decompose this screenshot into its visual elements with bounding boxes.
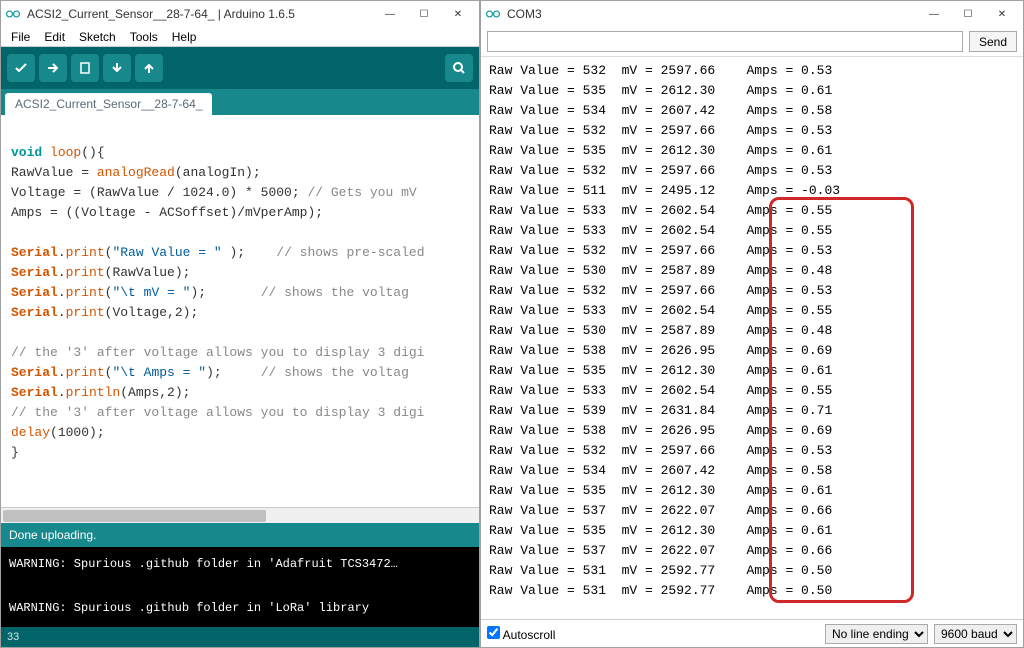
menubar: FileEditSketchToolsHelp [1,27,479,47]
menu-tools[interactable]: Tools [124,28,164,46]
serial-line: Raw Value = 535 mV = 2612.30 Amps = 0.61 [489,141,1015,161]
code-line: delay(1000); [11,423,469,443]
code-editor[interactable]: void loop(){RawValue = analogRead(analog… [1,115,479,507]
minimize-button[interactable]: — [917,3,951,25]
status-text: Done uploading. [9,528,96,542]
serial-line: Raw Value = 539 mV = 2631.84 Amps = 0.71 [489,401,1015,421]
code-line [11,123,469,143]
serial-line: Raw Value = 532 mV = 2597.66 Amps = 0.53 [489,61,1015,81]
code-line: RawValue = analogRead(analogIn); [11,163,469,183]
code-line: Serial.println(Amps,2); [11,383,469,403]
serial-line: Raw Value = 532 mV = 2597.66 Amps = 0.53 [489,241,1015,261]
serial-line: Raw Value = 533 mV = 2602.54 Amps = 0.55 [489,221,1015,241]
status-bar: Done uploading. [1,523,479,547]
code-line: } [11,443,469,463]
footer-bar: 33 [1,627,479,647]
serial-line: Raw Value = 533 mV = 2602.54 Amps = 0.55 [489,301,1015,321]
serial-line: Raw Value = 537 mV = 2622.07 Amps = 0.66 [489,541,1015,561]
serial-input-row: Send [481,27,1023,57]
save-button[interactable] [135,54,163,82]
serial-line: Raw Value = 511 mV = 2495.12 Amps = -0.0… [489,181,1015,201]
serial-line: Raw Value = 533 mV = 2602.54 Amps = 0.55 [489,201,1015,221]
new-button[interactable] [71,54,99,82]
serial-line: Raw Value = 538 mV = 2626.95 Amps = 0.69 [489,421,1015,441]
autoscroll-checkbox[interactable]: Autoscroll [487,626,555,642]
console-line [9,575,471,597]
code-line: // the '3' after voltage allows you to d… [11,403,469,423]
serial-line: Raw Value = 531 mV = 2592.77 Amps = 0.50 [489,561,1015,581]
code-line: // the '3' after voltage allows you to d… [11,343,469,363]
line-number: 33 [7,631,19,643]
tab-sketch[interactable]: ACSI2_Current_Sensor__28-7-64_ [5,93,212,115]
open-button[interactable] [103,54,131,82]
serial-monitor-window: COM3 — ☐ ✕ Send Raw Value = 532 mV = 259… [480,0,1024,648]
close-button[interactable]: ✕ [441,3,475,25]
serial-line: Raw Value = 535 mV = 2612.30 Amps = 0.61 [489,361,1015,381]
arduino-icon [485,6,501,22]
serial-line: Raw Value = 537 mV = 2622.07 Amps = 0.66 [489,501,1015,521]
close-button[interactable]: ✕ [985,3,1019,25]
arduino-icon [5,6,21,22]
ide-title: ACSI2_Current_Sensor__28-7-64_ | Arduino… [27,7,373,21]
menu-file[interactable]: File [5,28,36,46]
serial-line: Raw Value = 535 mV = 2612.30 Amps = 0.61 [489,81,1015,101]
tab-row: ACSI2_Current_Sensor__28-7-64_ [1,89,479,115]
serial-line: Raw Value = 533 mV = 2602.54 Amps = 0.55 [489,381,1015,401]
serial-bottom-row: Autoscroll No line ending 9600 baud [481,619,1023,647]
minimize-button[interactable]: — [373,3,407,25]
serial-line: Raw Value = 532 mV = 2597.66 Amps = 0.53 [489,441,1015,461]
arduino-ide-window: ACSI2_Current_Sensor__28-7-64_ | Arduino… [0,0,480,648]
code-line: Serial.print("\t mV = "); // shows the v… [11,283,469,303]
code-line [11,323,469,343]
serial-line: Raw Value = 532 mV = 2597.66 Amps = 0.53 [489,121,1015,141]
code-line: Voltage = (RawValue / 1024.0) * 5000; //… [11,183,469,203]
serial-line: Raw Value = 530 mV = 2587.89 Amps = 0.48 [489,321,1015,341]
line-ending-select[interactable]: No line ending [825,624,928,644]
serial-monitor-button[interactable] [445,54,473,82]
serial-titlebar[interactable]: COM3 — ☐ ✕ [481,1,1023,27]
baud-select[interactable]: 9600 baud [934,624,1017,644]
serial-line: Raw Value = 531 mV = 2592.77 Amps = 0.50 [489,581,1015,601]
serial-line: Raw Value = 532 mV = 2597.66 Amps = 0.53 [489,161,1015,181]
code-line: Serial.print(RawValue); [11,263,469,283]
serial-input[interactable] [487,31,963,52]
maximize-button[interactable]: ☐ [407,3,441,25]
console-line: WARNING: Spurious .github folder in 'LoR… [9,597,471,619]
console-output[interactable]: WARNING: Spurious .github folder in 'Ada… [1,547,479,627]
send-button[interactable]: Send [969,31,1017,52]
horizontal-scrollbar[interactable] [1,507,479,523]
serial-line: Raw Value = 534 mV = 2607.42 Amps = 0.58 [489,101,1015,121]
serial-line: Raw Value = 538 mV = 2626.95 Amps = 0.69 [489,341,1015,361]
menu-help[interactable]: Help [166,28,203,46]
upload-button[interactable] [39,54,67,82]
code-line: Serial.print(Voltage,2); [11,303,469,323]
ide-titlebar[interactable]: ACSI2_Current_Sensor__28-7-64_ | Arduino… [1,1,479,27]
code-line: Amps = ((Voltage - ACSoffset)/mVperAmp); [11,203,469,223]
maximize-button[interactable]: ☐ [951,3,985,25]
menu-sketch[interactable]: Sketch [73,28,122,46]
code-line: void loop(){ [11,143,469,163]
menu-edit[interactable]: Edit [38,28,71,46]
code-line: Serial.print("Raw Value = " ); // shows … [11,243,469,263]
console-line: WARNING: Spurious .github folder in 'Ada… [9,553,471,575]
toolbar [1,47,479,89]
code-line: Serial.print("\t Amps = "); // shows the… [11,363,469,383]
serial-line: Raw Value = 534 mV = 2607.42 Amps = 0.58 [489,461,1015,481]
serial-line: Raw Value = 535 mV = 2612.30 Amps = 0.61 [489,481,1015,501]
code-line [11,223,469,243]
serial-line: Raw Value = 535 mV = 2612.30 Amps = 0.61 [489,521,1015,541]
serial-title: COM3 [507,7,917,21]
serial-line: Raw Value = 530 mV = 2587.89 Amps = 0.48 [489,261,1015,281]
serial-line: Raw Value = 532 mV = 2597.66 Amps = 0.53 [489,281,1015,301]
verify-button[interactable] [7,54,35,82]
serial-output[interactable]: Raw Value = 532 mV = 2597.66 Amps = 0.53… [481,57,1023,619]
